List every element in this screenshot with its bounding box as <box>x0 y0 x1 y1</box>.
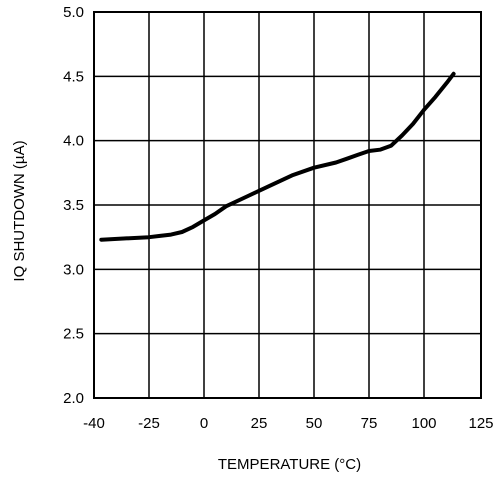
y-tick-labels: 2.0 2.5 3.0 3.5 4.0 4.5 5.0 <box>63 4 84 407</box>
y-tick-label: 2.5 <box>63 326 84 343</box>
series-layer <box>99 71 456 242</box>
x-tick-label: 50 <box>306 415 323 432</box>
y-tick-label: 4.0 <box>63 133 84 150</box>
x-tick-label: -25 <box>138 415 160 432</box>
x-tick-label: 100 <box>411 415 436 432</box>
grid-lines <box>94 12 481 398</box>
x-axis-title: TEMPERATURE (°C) <box>218 456 361 473</box>
plot-frame <box>93 11 482 399</box>
x-tick-label: 75 <box>361 415 378 432</box>
x-tick-label: 25 <box>251 415 268 432</box>
x-tick-labels: -40 -25 0 25 50 75 100 125 <box>83 415 493 432</box>
x-tick-label: 125 <box>468 415 493 432</box>
x-tick-label: -40 <box>83 415 105 432</box>
y-tick-label: 3.0 <box>63 261 84 278</box>
y-axis-title: IQ SHUTDOWN (µA) <box>11 140 28 281</box>
y-tick-label: 2.0 <box>63 390 84 407</box>
x-tick-label: 0 <box>200 415 208 432</box>
y-tick-label: 3.5 <box>63 197 84 214</box>
y-tick-label: 4.5 <box>63 68 84 85</box>
y-tick-label: 5.0 <box>63 4 84 21</box>
series-line <box>99 71 456 242</box>
